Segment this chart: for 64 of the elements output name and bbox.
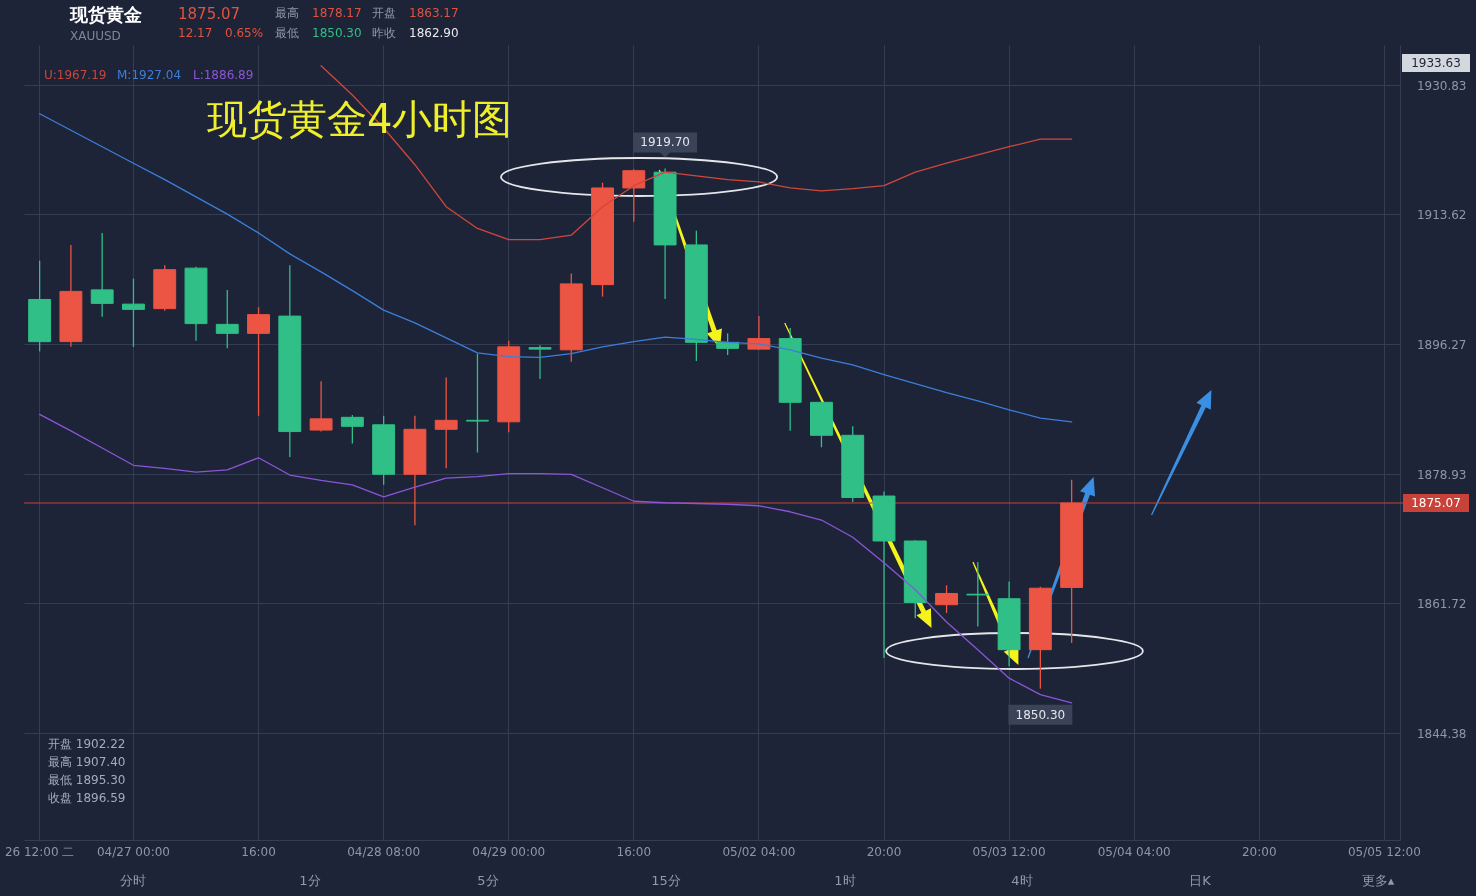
candlestick xyxy=(528,344,552,380)
text: 12.17 xyxy=(178,26,213,40)
x-tick-label: 05/02 04:00 xyxy=(722,844,796,859)
x-tick-label: 05/05 12:00 xyxy=(1347,844,1421,859)
y-tick-label: 1861.72 xyxy=(1416,596,1467,611)
annotation: M:1927.04 xyxy=(117,68,182,82)
text: 4时 xyxy=(1011,873,1033,888)
ref-line-label: 1875.07 xyxy=(1411,495,1461,510)
x-tick-label: 04/27 00:00 xyxy=(96,844,170,859)
candlestick xyxy=(466,352,489,454)
annotation: 1919.70 xyxy=(640,135,690,150)
text: 0.65% xyxy=(225,26,264,40)
candlestick xyxy=(966,561,990,628)
annotation: 1850.30 xyxy=(1015,707,1066,722)
text: 开盘 xyxy=(372,6,396,20)
candlestick xyxy=(935,584,958,614)
x-tick-label: 05/04 04:00 xyxy=(1097,844,1171,859)
candlestick xyxy=(90,232,114,318)
y-tick-label: 1878.93 xyxy=(1416,467,1467,482)
x-tick-label: 05/03 12:00 xyxy=(972,844,1046,859)
annotation: 开盘 1902.22 xyxy=(48,737,126,751)
text: 15分 xyxy=(651,873,681,888)
x-tick-label: 04/28 08:00 xyxy=(347,844,421,859)
y-tick-label: 1844.38 xyxy=(1416,726,1467,741)
text: 1时 xyxy=(834,873,856,888)
annotation: 最低 1895.30 xyxy=(48,773,126,787)
candlestick xyxy=(622,168,646,223)
text: 更多▴ xyxy=(1361,873,1395,888)
text: 5分 xyxy=(477,873,499,888)
y-tick-label: 1913.62 xyxy=(1416,207,1467,222)
text: 1863.17 xyxy=(409,6,459,20)
candlestick xyxy=(215,289,239,349)
candlestick xyxy=(340,414,364,445)
annotation: 收盘 1896.59 xyxy=(48,791,126,805)
text: 昨收 xyxy=(372,26,396,40)
text: XAUUSD xyxy=(70,29,121,43)
candlestick xyxy=(122,277,145,348)
annotation: 最高 1907.40 xyxy=(48,755,126,769)
text: 1878.17 xyxy=(312,6,362,20)
x-tick-label: 04/29 00:00 xyxy=(472,844,546,859)
candlestick xyxy=(747,315,771,351)
line-series xyxy=(38,413,1073,704)
x-tick-label: 16:00 xyxy=(616,844,652,859)
x-tick-label: 26 12:00 二 xyxy=(4,844,75,859)
text: 日K xyxy=(1189,873,1212,888)
annotation: L:1886.89 xyxy=(193,68,254,82)
text: 1分 xyxy=(299,873,321,888)
x-tick-label: 20:00 xyxy=(866,844,902,859)
text: 最低 xyxy=(275,26,299,40)
candlestick xyxy=(247,306,270,417)
annotation: U:1967.19 xyxy=(44,68,107,82)
text: 1875.07 xyxy=(178,5,241,23)
x-tick-label: 20:00 xyxy=(1241,844,1277,859)
text: 分时 xyxy=(120,873,146,888)
y-tick-label: 1930.83 xyxy=(1416,78,1467,93)
candlestick xyxy=(434,376,458,469)
text: 1862.90 xyxy=(409,26,459,40)
text: 最高 xyxy=(275,6,299,20)
text: 现货黄金 xyxy=(69,4,142,25)
y-tick-label: 1896.27 xyxy=(1416,337,1467,352)
text: 1850.30 xyxy=(312,26,362,40)
text: 1933.63 xyxy=(1411,56,1461,70)
candlestick xyxy=(309,380,333,433)
x-tick-label: 16:00 xyxy=(241,844,276,859)
